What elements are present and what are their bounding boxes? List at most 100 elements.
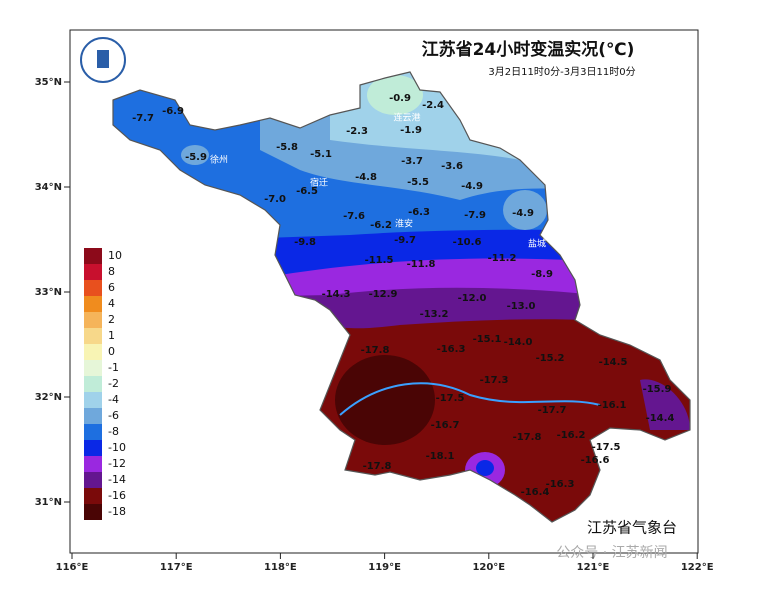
legend-swatch <box>84 328 102 344</box>
station-value: -4.8 <box>355 172 377 183</box>
legend-label: 6 <box>108 281 115 294</box>
station-value: -3.7 <box>401 156 423 167</box>
legend-label: 1 <box>108 329 115 342</box>
city-name: 连云港 <box>393 112 420 124</box>
legend-label: -12 <box>108 457 126 470</box>
lon-tick-label: 118°E <box>264 562 297 573</box>
station-value: -6.5 <box>296 186 318 197</box>
station-value: -1.9 <box>400 125 422 136</box>
city-name: 宿迁 <box>310 177 328 189</box>
station-value: -16.2 <box>557 430 586 441</box>
city-name: 盐城 <box>528 238 546 250</box>
station-value: -7.7 <box>132 113 154 124</box>
station-value: -6.9 <box>162 106 184 117</box>
station-value: -11.5 <box>365 255 394 266</box>
station-value: -13.0 <box>507 301 536 312</box>
station-value: -14.4 <box>646 413 675 424</box>
lon-tick-label: 117°E <box>160 562 193 573</box>
station-value: -12.9 <box>369 289 398 300</box>
legend-label: -10 <box>108 441 126 454</box>
legend-label: -8 <box>108 425 119 438</box>
legend-label: -6 <box>108 409 119 422</box>
station-value: -3.6 <box>441 161 463 172</box>
map-subtitle: 3月2日11时0分-3月3日11时0分 <box>488 66 635 78</box>
lon-tick-label: 119°E <box>368 562 401 573</box>
station-value: -15.1 <box>473 334 502 345</box>
station-value: -5.1 <box>310 149 332 160</box>
station-value: -7.0 <box>264 194 286 205</box>
lat-tick-label: 31°N <box>35 497 62 508</box>
station-value: -14.0 <box>504 337 533 348</box>
station-value: -16.4 <box>521 487 550 498</box>
lon-tick-label: 116°E <box>56 562 89 573</box>
source: 江苏省气象台 <box>587 519 677 537</box>
station-value: -13.2 <box>420 309 449 320</box>
station-value: -14.3 <box>322 289 351 300</box>
station-value: -2.3 <box>346 126 368 137</box>
station-value: -17.7 <box>538 405 567 416</box>
legend-swatch <box>84 424 102 440</box>
station-value: -16.6 <box>581 455 610 466</box>
legend-swatch <box>84 280 102 296</box>
legend-label: -4 <box>108 393 119 406</box>
map-title: 江苏省24小时变温实况(℃) <box>422 39 635 60</box>
station-value: -16.3 <box>546 479 575 490</box>
station-value: -7.6 <box>343 211 365 222</box>
station-value: -16.1 <box>598 400 627 411</box>
station-value: -5.5 <box>407 177 429 188</box>
station-value: -12.0 <box>458 293 487 304</box>
legend-label: 0 <box>108 345 115 358</box>
station-value: -4.9 <box>512 208 534 219</box>
station-value: -17.8 <box>513 432 542 443</box>
legend-swatch <box>84 472 102 488</box>
station-value: -9.7 <box>394 235 416 246</box>
station-value: -16.3 <box>437 344 466 355</box>
legend-label: 2 <box>108 313 115 326</box>
city-name: 淮安 <box>395 218 413 230</box>
logo-mark <box>97 50 109 68</box>
legend-swatch <box>84 488 102 504</box>
station-value: -0.9 <box>389 93 411 104</box>
legend-label: 10 <box>108 249 122 262</box>
legend-label: -1 <box>108 361 119 374</box>
station-value: -17.3 <box>480 375 509 386</box>
legend-swatch <box>84 408 102 424</box>
station-value: -10.6 <box>453 237 482 248</box>
legend-label: -16 <box>108 489 126 502</box>
station-value: -17.8 <box>363 461 392 472</box>
legend-swatch <box>84 456 102 472</box>
legend-swatch <box>84 504 102 520</box>
station-value: -7.9 <box>464 210 486 221</box>
station-value: -17.5 <box>592 442 621 453</box>
legend-swatch <box>84 392 102 408</box>
station-value: -15.9 <box>643 384 672 395</box>
legend-label: -14 <box>108 473 126 486</box>
legend-label: -2 <box>108 377 119 390</box>
lon-tick-label: 121°E <box>577 562 610 573</box>
river <box>339 382 601 416</box>
legend-swatch <box>84 248 102 264</box>
station-value: -4.9 <box>461 181 483 192</box>
lat-tick-label: 33°N <box>35 287 62 298</box>
station-value: -18.1 <box>426 451 455 462</box>
legend-swatch <box>84 264 102 280</box>
station-value: -11.2 <box>488 253 517 264</box>
station-value: -6.2 <box>370 220 392 231</box>
watermark: 公众号 · 江苏新闻 <box>556 545 667 561</box>
legend-label: 4 <box>108 297 115 310</box>
lat-tick-label: 34°N <box>35 182 62 193</box>
station-value: -5.9 <box>185 152 207 163</box>
legend-label: -18 <box>108 505 126 518</box>
station-value: -14.5 <box>599 357 628 368</box>
legend-swatch <box>84 360 102 376</box>
lat-tick-label: 32°N <box>35 392 62 403</box>
legend-swatch <box>84 312 102 328</box>
lat-tick-label: 35°N <box>35 77 62 88</box>
city-name: 徐州 <box>210 154 228 166</box>
station-value: -17.5 <box>436 393 465 404</box>
lon-tick-label: 122°E <box>681 562 714 573</box>
legend-swatch <box>84 344 102 360</box>
station-value: -11.8 <box>407 259 436 270</box>
legend-swatch <box>84 440 102 456</box>
